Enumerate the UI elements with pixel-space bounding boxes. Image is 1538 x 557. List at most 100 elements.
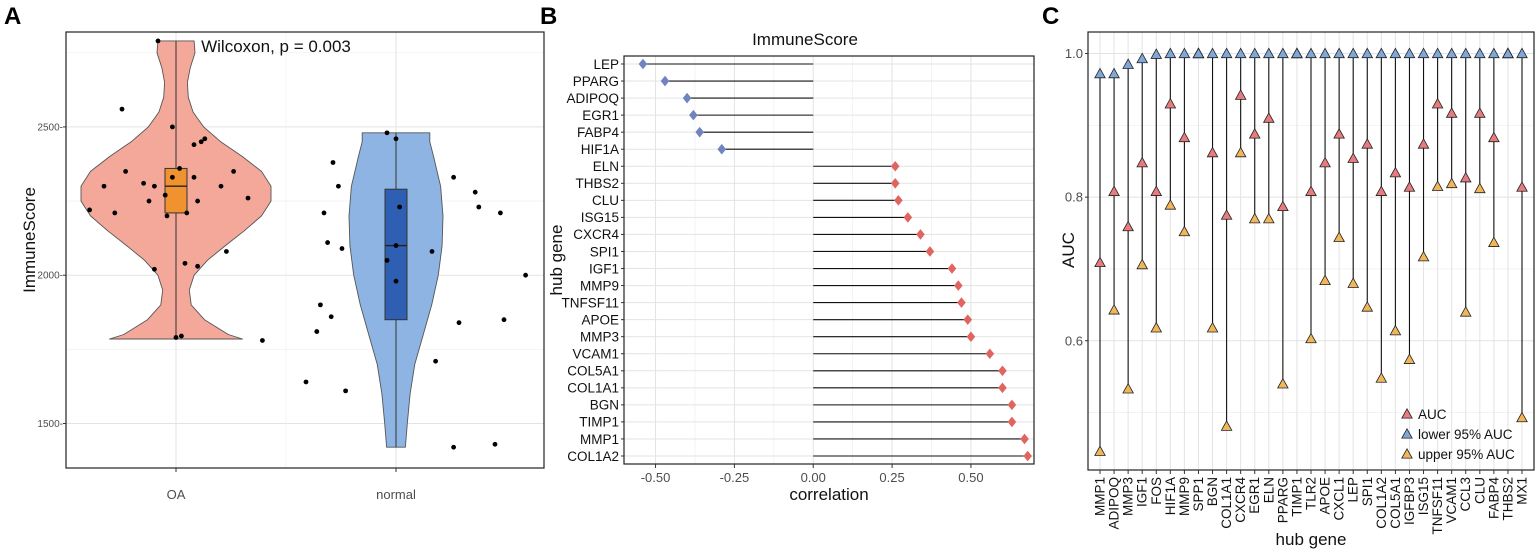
upper-marker-apoe — [1319, 274, 1331, 285]
upper-marker-fos — [1150, 321, 1163, 333]
diamond-pparg — [660, 75, 670, 87]
data-point-oa — [119, 106, 125, 112]
gene-label-tnfsf11: TNFSF11 — [561, 295, 619, 310]
gene-label-eln: ELN — [593, 159, 619, 174]
upper-marker-mx1 — [1516, 411, 1528, 423]
lower-marker-mmp9 — [1178, 47, 1191, 59]
data-point-oa — [202, 136, 208, 142]
gene-label-thbs2: THBS2 — [575, 176, 619, 191]
auc-marker-cxcr4 — [1234, 89, 1247, 100]
legend-label-lower-95-auc: lower 95% AUC — [1418, 427, 1513, 442]
panel-c-legend: AUC lower 95% AUC upper 95% AUC — [1401, 407, 1515, 462]
gene-label-bgn: BGN — [1205, 477, 1220, 506]
data-point-oa — [231, 169, 237, 174]
panel-b-marks — [638, 58, 1032, 462]
lower-marker-pparg — [1276, 47, 1289, 59]
upper-marker-cxcl1 — [1333, 231, 1346, 242]
lower-marker-tlr2 — [1305, 47, 1317, 59]
data-point-oa — [112, 210, 118, 216]
diamond-clu — [894, 195, 903, 206]
data-point-oa — [191, 174, 197, 180]
auc-marker-isg15 — [1417, 137, 1430, 149]
panel-b-frame — [623, 55, 1035, 465]
lower-marker-tnfsf11 — [1431, 47, 1444, 59]
x-tick-label-oa: OA — [167, 487, 186, 502]
auc-marker-vcam1 — [1445, 107, 1458, 118]
data-point-normal — [476, 204, 482, 210]
gene-label-mmp3: MMP3 — [580, 329, 619, 344]
diamond-adipoq — [682, 92, 692, 104]
auc-marker-ccl3 — [1459, 171, 1472, 183]
gene-label-adipoq: ADIPOQ — [1107, 477, 1122, 530]
lower-marker-clu — [1473, 47, 1486, 59]
lower-marker-mmp3 — [1122, 58, 1135, 69]
auc-marker-col1a2 — [1375, 185, 1388, 196]
gene-label-thbs2: THBS2 — [1500, 477, 1515, 521]
gene-label-tlr2: TLR2 — [1304, 477, 1319, 510]
upper-marker-mmp9 — [1178, 225, 1191, 237]
auc-marker-igf1 — [1136, 156, 1149, 168]
gene-label-timp1: TIMP1 — [1289, 477, 1304, 517]
lower-marker-fos — [1150, 48, 1163, 59]
data-point-normal — [321, 210, 327, 216]
diamond-eln — [890, 160, 900, 172]
data-point-normal — [492, 441, 498, 447]
gene-label-spp1: SPP1 — [1191, 477, 1206, 512]
auc-marker-tnfsf11 — [1431, 97, 1444, 109]
lower-marker-mx1 — [1516, 47, 1528, 59]
lower-marker-bgn — [1206, 47, 1219, 59]
data-point-normal — [451, 174, 456, 180]
box-normal — [384, 188, 408, 321]
lower-marker-timp1 — [1291, 47, 1303, 59]
gene-label-col5a1: COL5A1 — [567, 364, 619, 379]
diamond-fabp4 — [695, 126, 704, 138]
data-point-normal — [339, 246, 345, 251]
auc-marker-adipoq — [1108, 185, 1120, 196]
upper-marker-bgn — [1206, 321, 1219, 333]
gene-label-tnfsf11: TNFSF11 — [1430, 477, 1445, 535]
gene-label-clu: CLU — [592, 193, 619, 208]
lower-marker-egr1 — [1248, 47, 1261, 59]
gene-label-egr1: EGR1 — [582, 108, 619, 123]
lower-marker-cxcl1 — [1333, 47, 1346, 59]
panel-c-ylabel: AUC — [1059, 232, 1078, 268]
auc-marker-col1a1 — [1220, 209, 1233, 220]
data-point-normal — [384, 130, 390, 136]
x-tick-label: 0.25 — [879, 470, 904, 485]
gene-label-spi1: SPI1 — [1360, 477, 1375, 506]
auc-marker-mmp3 — [1122, 220, 1135, 232]
auc-marker-mx1 — [1516, 181, 1528, 192]
gene-label-col1a2: COL1A2 — [567, 449, 619, 464]
lower-marker-cxcr4 — [1234, 47, 1247, 59]
auc-marker-pparg — [1276, 200, 1289, 212]
panel-letter-a: A — [4, 3, 21, 30]
data-point-normal — [330, 160, 336, 165]
auc-marker-tlr2 — [1305, 185, 1317, 196]
lower-marker-apoe — [1319, 47, 1331, 59]
data-point-normal — [393, 278, 399, 284]
gene-label-igfbp3: IGFBP3 — [1402, 477, 1417, 525]
gene-label-bgn: BGN — [590, 398, 619, 413]
gene-label-hif1a: HIF1A — [1163, 477, 1178, 515]
gene-label-pparg: PPARG — [1275, 477, 1290, 523]
diamond-col1a2 — [1023, 450, 1032, 462]
data-point-normal — [433, 358, 438, 364]
data-point-oa — [177, 166, 183, 171]
gene-label-fabp4: FABP4 — [577, 125, 620, 140]
diamond-cxcr4 — [916, 229, 925, 240]
upper-marker-clu — [1473, 182, 1486, 194]
panel-b-xlabel: correlation — [789, 485, 868, 504]
upper-marker-col1a2 — [1375, 372, 1388, 383]
diamond-spi1 — [925, 246, 935, 257]
gene-label-clu: CLU — [1472, 477, 1487, 504]
diamond-isg15 — [903, 212, 913, 223]
data-point-oa — [198, 139, 204, 145]
panel-a-boxplots — [164, 40, 408, 448]
auc-marker-col5a1 — [1389, 166, 1402, 178]
diamond-apoe — [963, 314, 973, 325]
diamond-igf1 — [947, 263, 957, 274]
diamond-col1a1 — [998, 382, 1007, 394]
gene-label-cxcr4: CXCR4 — [573, 227, 619, 242]
panel-b-lollipop: ImmuneScore LEP PPARG ADIPOQ EGR1 FABP4 HIF1A… — [547, 30, 1035, 504]
lower-marker-col1a1 — [1220, 47, 1233, 59]
